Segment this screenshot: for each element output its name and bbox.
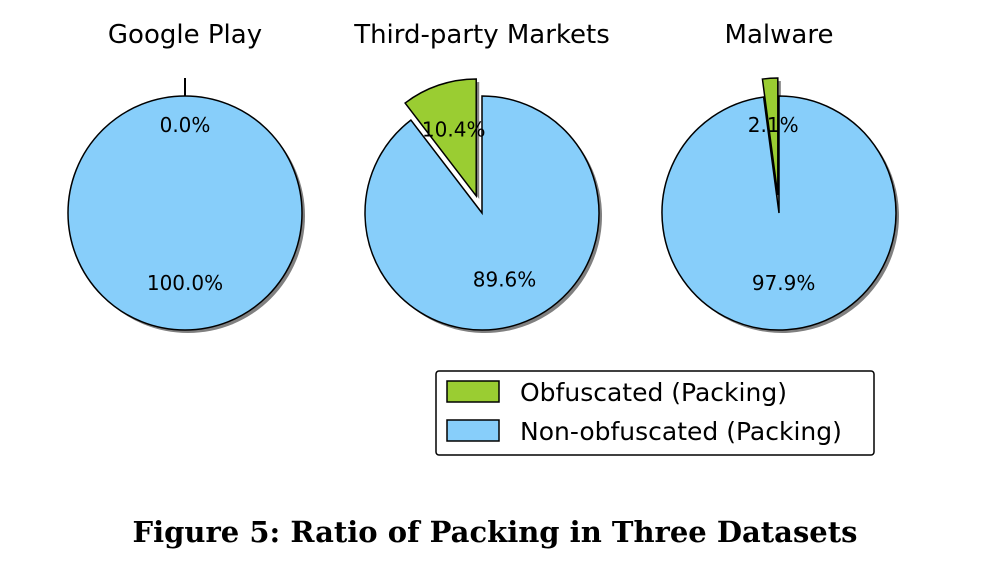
legend-swatch-obfuscated (446, 380, 500, 403)
pie-charts: Google Play 0.0% 100.0% Third-party Markets… (67, 20, 900, 334)
pie-slice-label: 89.6% (473, 267, 537, 291)
pie-title: Third-party Markets (353, 20, 610, 50)
legend-frame (435, 370, 875, 456)
legend-label-obfuscated: Obfuscated (Packing) (520, 378, 787, 407)
pie-chart-0: Google Play 0.0% 100.0% (67, 20, 305, 333)
pie-chart-2: Malware 2.1% 97.9% (661, 20, 900, 333)
pie-slice-obfuscated (761, 77, 779, 196)
pie-slice-label: 10.4% (422, 117, 486, 141)
pie-chart-1: Third-party Markets 10.4% 89.6% (353, 20, 610, 334)
figure-caption: Figure 5: Ratio of Packing in Three Data… (132, 515, 858, 549)
pie-slice-obfuscated (404, 78, 477, 199)
legend-label-non-obfuscated: Non-obfuscated (Packing) (520, 417, 842, 446)
pie-slice-non-obfuscated (364, 95, 600, 331)
pie-slice-label: 2.1% (748, 113, 799, 137)
pie-slice-label: 0.0% (160, 113, 211, 137)
pie-title: Malware (725, 20, 834, 50)
legend: Obfuscated (Packing) Non-obfuscated (Pac… (435, 370, 875, 456)
pie-slice-label: 100.0% (147, 271, 223, 295)
legend-swatch-non-obfuscated (446, 419, 500, 442)
pie-slice-label: 97.9% (752, 271, 816, 295)
pie-slice-non-obfuscated (67, 95, 303, 331)
pie-slice-non-obfuscated (661, 95, 897, 331)
pie-title: Google Play (108, 20, 262, 50)
